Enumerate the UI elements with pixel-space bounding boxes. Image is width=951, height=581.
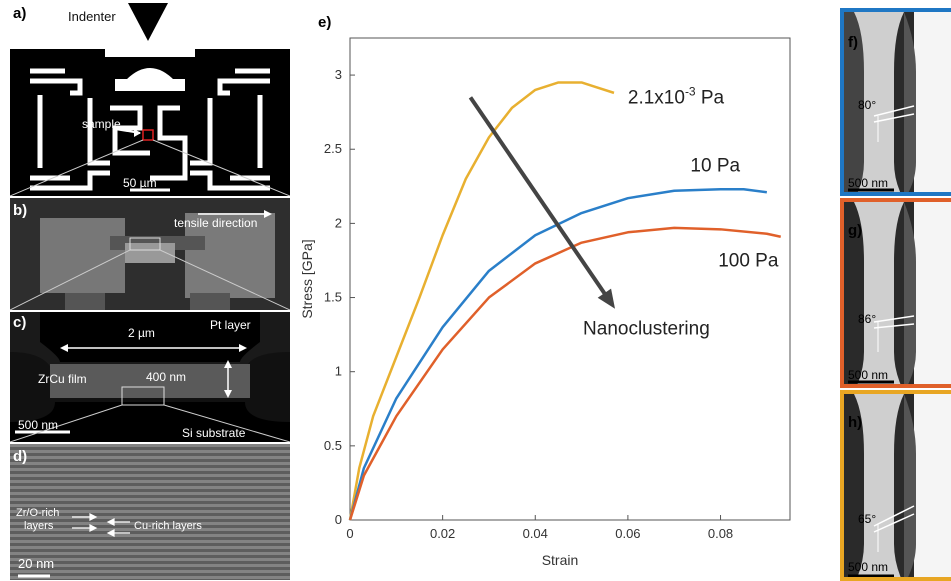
- scale-label-g: 500 nm: [848, 368, 889, 382]
- x-tick-label: 0: [346, 526, 353, 541]
- substrate-label: Si substrate: [182, 426, 246, 440]
- zr-layers-label-line1: Zr/O-rich: [16, 507, 60, 519]
- panel-f-tag: f): [848, 34, 858, 51]
- series-line-0: [348, 81, 615, 521]
- scale-label-a: 50 µm: [123, 176, 157, 190]
- pt-layer-label: Pt layer: [210, 318, 251, 332]
- panel-h: h) 65° 500 nm: [840, 390, 951, 581]
- plot-frame: [349, 37, 791, 521]
- tensile-direction-label: tensile direction: [174, 216, 258, 230]
- x-tick-label: 0.02: [430, 526, 455, 541]
- cu-layers-label: Cu-rich layers: [134, 520, 202, 532]
- angle-g: 86°: [858, 312, 877, 326]
- x-tick-label: 0.08: [708, 526, 733, 541]
- y-tick-label: 3: [335, 67, 342, 82]
- sem-image-b: [10, 198, 290, 310]
- scale-label-h: 500 nm: [848, 560, 889, 574]
- x-tick-label: 0.04: [523, 526, 548, 541]
- angle-h: 65°: [858, 512, 877, 526]
- panel-d-tag: d): [13, 448, 28, 465]
- panel-e-tag: e): [318, 14, 332, 31]
- tem-image-d: [10, 444, 290, 580]
- panel-a: a) Indenter sample 50 µm: [10, 3, 290, 196]
- scale-label-d: 20 nm: [18, 556, 55, 571]
- series-label-2: 100 Pa: [718, 250, 779, 271]
- x-tick-label: 0.06: [615, 526, 640, 541]
- stress-strain-chart: 0 0.02 0.04 0.06 0.08 0 0.5 1 1.5 2 2.5 3 Strain Stre…: [299, 37, 791, 568]
- sem-image-c: [10, 312, 290, 442]
- sem-image-g: [844, 202, 951, 384]
- thickness-label: 400 nm: [146, 370, 187, 384]
- y-tick-label: 1.5: [324, 290, 342, 305]
- sem-image-f: [844, 12, 951, 192]
- sem-image-h: [844, 394, 951, 577]
- series-line-2: [348, 226, 781, 521]
- panel-f: f) 80° 500 nm: [840, 8, 951, 196]
- panel-a-tag: a): [13, 5, 27, 22]
- y-tick-label: 2: [335, 215, 342, 230]
- scale-label-c: 500 nm: [18, 418, 59, 432]
- indenter-label: Indenter: [68, 9, 116, 24]
- panel-b: b) tensile direction: [10, 198, 290, 310]
- panel-c: c) 2 µm Pt layer ZrCu film 400 nm 500 nm…: [10, 312, 290, 442]
- panel-c-tag: c): [13, 314, 27, 331]
- scale-label-f: 500 nm: [848, 176, 889, 190]
- film-label: ZrCu film: [38, 372, 87, 386]
- x-axis-label: Strain: [542, 552, 579, 568]
- nanoclustering-arrow: [468, 96, 612, 302]
- series-label-1: 10 Pa: [690, 155, 740, 176]
- zr-layers-label-line2: layers: [24, 520, 54, 532]
- annotation-nanoclustering: Nanoclustering: [583, 319, 710, 340]
- panel-d: d) Zr/O-rich layers Cu-rich layers 20 nm: [10, 444, 290, 580]
- y-tick-label: 0: [335, 512, 342, 527]
- angle-f: 80°: [858, 98, 877, 112]
- panel-g-tag: g): [848, 222, 863, 239]
- panel-b-tag: b): [13, 202, 28, 219]
- mems-device-drawing: [10, 3, 290, 196]
- y-axis-label: Stress [GPa]: [299, 239, 315, 318]
- series-line-1: [348, 188, 768, 521]
- y-tick-label: 2.5: [324, 141, 342, 156]
- sample-label: sample: [82, 117, 121, 131]
- panel-g: g) 86° 500 nm: [840, 198, 951, 388]
- panel-h-tag: h): [848, 414, 863, 431]
- width-label: 2 µm: [128, 326, 155, 340]
- nanoclustering-arrowhead: [597, 288, 616, 309]
- y-tick-label: 0.5: [324, 438, 342, 453]
- series-label-0: 2.1x10-3 Pa: [628, 84, 725, 108]
- y-tick-label: 1: [335, 364, 342, 379]
